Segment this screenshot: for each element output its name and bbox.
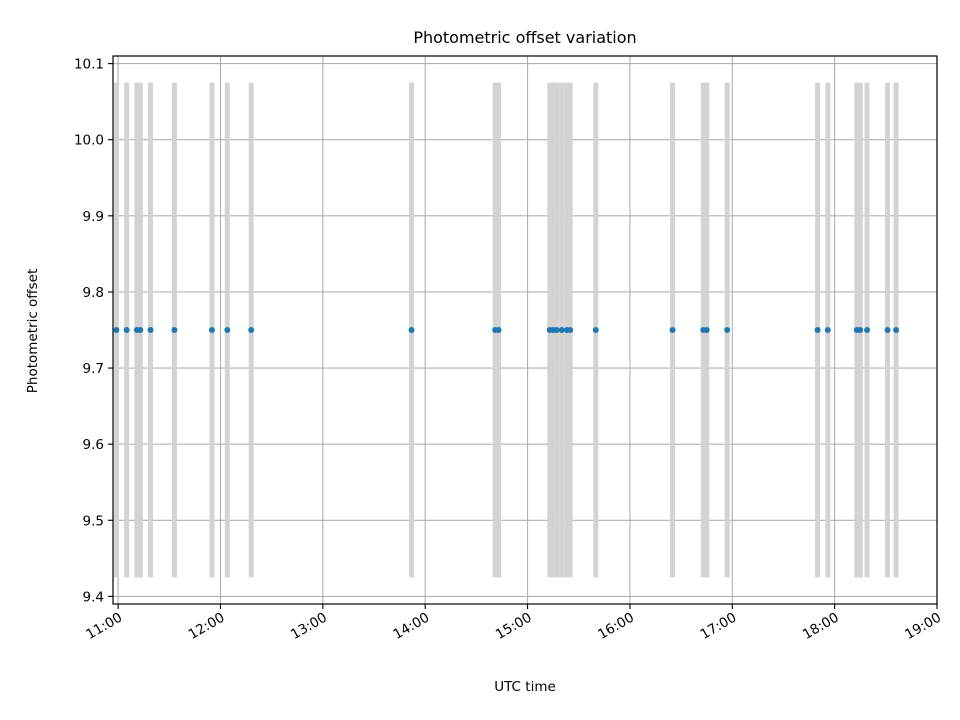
data-point [123, 327, 130, 333]
data-point [208, 327, 215, 333]
y-tick-label: 9.7 [83, 361, 104, 377]
y-tick-label: 9.6 [83, 437, 104, 453]
data-point [113, 327, 120, 333]
data-point [669, 327, 676, 333]
data-point [703, 327, 710, 333]
data-point [893, 327, 900, 333]
chart-title: Photometric offset variation [413, 28, 636, 47]
data-point [408, 327, 415, 333]
data-point [857, 327, 864, 333]
data-point [495, 327, 502, 333]
plot-frame [112, 55, 938, 605]
y-tick-label: 9.4 [83, 589, 104, 605]
plot-area [113, 56, 937, 604]
data-point [724, 327, 731, 333]
data-point [814, 327, 821, 333]
x-axis-label: UTC time [494, 679, 556, 695]
data-point [171, 327, 178, 333]
y-tick-label: 9.9 [83, 209, 104, 225]
data-point [824, 327, 831, 333]
data-point [248, 327, 255, 333]
data-point [224, 327, 231, 333]
y-tick-label: 9.8 [83, 285, 104, 301]
data-point [558, 327, 565, 333]
y-axis-ticks: 9.4 9.5 9.6 9.7 9.8 9.9 10.0 10.1 [74, 57, 113, 605]
data-point [147, 327, 154, 333]
data-point [884, 327, 891, 333]
y-axis-label: Photometric offset [25, 269, 41, 393]
data-point [137, 327, 144, 333]
y-tick-label: 10.0 [74, 133, 104, 149]
y-tick-label: 9.5 [83, 513, 104, 529]
y-tick-label: 10.1 [74, 57, 104, 73]
data-points [113, 327, 900, 333]
data-point [592, 327, 599, 333]
data-point [864, 327, 871, 333]
data-point [567, 327, 574, 333]
data-point [553, 327, 560, 333]
